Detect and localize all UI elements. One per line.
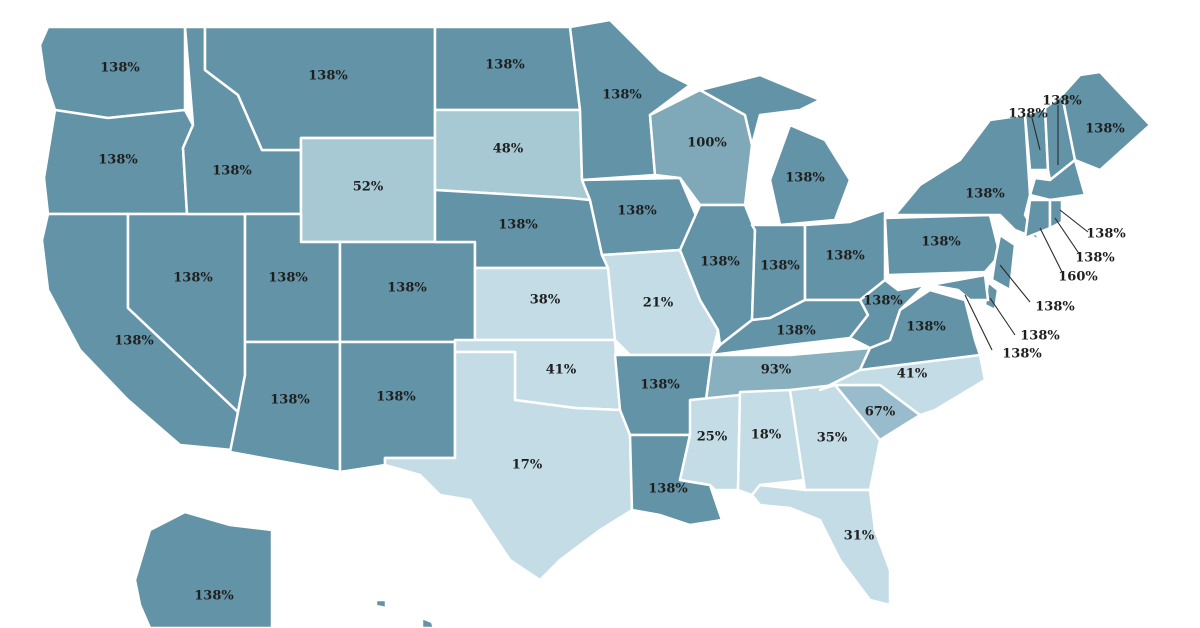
label-IL: 138% bbox=[700, 255, 740, 270]
label-CA: 138% bbox=[114, 334, 154, 349]
label-NV: 138% bbox=[173, 271, 213, 286]
state-HI-2 bbox=[420, 616, 436, 628]
label-UT: 138% bbox=[268, 271, 308, 286]
label-WV: 138% bbox=[863, 294, 903, 309]
leader-MD bbox=[964, 294, 993, 351]
label-OK: 41% bbox=[546, 363, 577, 378]
label-WA: 138% bbox=[100, 61, 140, 76]
label-GA: 35% bbox=[817, 431, 848, 446]
state-MI2 bbox=[768, 123, 852, 227]
label-MA: 138% bbox=[1086, 227, 1126, 242]
label-NJ: 138% bbox=[1035, 300, 1075, 315]
state-NY bbox=[893, 113, 1042, 242]
state-WV bbox=[848, 278, 927, 350]
state-FL bbox=[750, 483, 892, 607]
label-WY: 52% bbox=[353, 180, 384, 195]
label-NY: 138% bbox=[965, 187, 1005, 202]
leader-RI bbox=[1054, 217, 1081, 256]
label-AK: 138% bbox=[194, 589, 234, 604]
state-AK bbox=[133, 510, 274, 628]
label-NC: 41% bbox=[897, 367, 928, 382]
label-IN: 138% bbox=[760, 259, 800, 274]
label-KS: 38% bbox=[530, 293, 561, 308]
leader-DE bbox=[989, 297, 1016, 336]
label-ND: 138% bbox=[485, 58, 525, 73]
label-CO: 138% bbox=[387, 281, 427, 296]
label-KY: 138% bbox=[776, 324, 816, 339]
leader-CT bbox=[1039, 227, 1063, 273]
label-AL: 18% bbox=[751, 428, 782, 443]
label-DE: 138% bbox=[1020, 329, 1060, 344]
label-CT: 160% bbox=[1058, 270, 1098, 285]
label-RI: 138% bbox=[1075, 251, 1115, 266]
label-AZ: 138% bbox=[270, 393, 310, 408]
label-WI: 100% bbox=[687, 136, 727, 151]
state-labels: 138% 138% 138% 138% 138% 138% 52% 138% 1… bbox=[98, 58, 1126, 604]
label-NM: 138% bbox=[376, 390, 416, 405]
label-IA: 138% bbox=[617, 204, 657, 219]
label-VA: 138% bbox=[906, 320, 946, 335]
state-RI bbox=[1048, 198, 1064, 230]
label-TX: 17% bbox=[512, 458, 543, 473]
label-MO: 21% bbox=[643, 296, 674, 311]
label-NE: 138% bbox=[498, 218, 538, 233]
label-MN: 138% bbox=[602, 88, 642, 103]
leader-lines bbox=[964, 105, 1089, 351]
state-NM bbox=[338, 340, 457, 474]
leader-VT bbox=[1031, 117, 1041, 151]
label-ME: 138% bbox=[1085, 122, 1125, 137]
label-ID: 138% bbox=[212, 164, 252, 179]
state-MD bbox=[928, 273, 990, 302]
label-SC: 67% bbox=[865, 405, 896, 420]
label-OH: 138% bbox=[825, 249, 865, 264]
label-NH: 138% bbox=[1042, 94, 1082, 109]
label-PA: 138% bbox=[921, 235, 961, 250]
label-MS: 25% bbox=[697, 430, 728, 445]
label-LA: 138% bbox=[648, 482, 688, 497]
state-shapes bbox=[38, 18, 1152, 628]
state-HI-1 bbox=[374, 598, 388, 610]
label-FL: 31% bbox=[844, 529, 875, 544]
label-MT: 138% bbox=[308, 69, 348, 84]
state-KY bbox=[710, 298, 870, 357]
state-TX bbox=[383, 350, 634, 582]
label-SD: 48% bbox=[493, 142, 524, 157]
label-TN: 93% bbox=[761, 363, 792, 378]
label-VT: 138% bbox=[1008, 107, 1048, 122]
label-MI: 138% bbox=[785, 171, 825, 186]
state-MI bbox=[698, 73, 822, 147]
leader-NJ bbox=[999, 264, 1031, 303]
label-AR: 138% bbox=[640, 378, 680, 393]
label-OR: 138% bbox=[98, 153, 138, 168]
state-CT bbox=[1023, 198, 1052, 240]
leader-MA bbox=[1059, 209, 1089, 233]
label-MD: 138% bbox=[1002, 347, 1042, 362]
